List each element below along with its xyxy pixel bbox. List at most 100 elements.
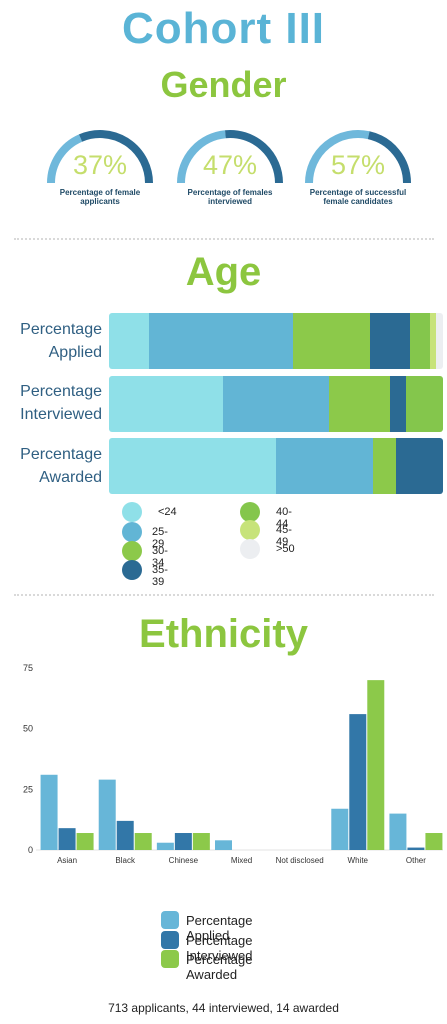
age-segment-3 bbox=[329, 376, 390, 432]
age-segment-5 bbox=[406, 376, 443, 432]
age-row-label-awarded: Percentage Awarded bbox=[6, 443, 102, 489]
ethnicity-section-title: Ethnicity bbox=[139, 612, 308, 656]
age-bar-applied bbox=[109, 313, 443, 369]
bar-other-percentage-interviewed bbox=[407, 847, 425, 850]
gauge-females-interviewed: 47% Percentage of females interviewed bbox=[175, 128, 285, 248]
age-segment-4 bbox=[369, 313, 410, 369]
gauge-caption: Percentage of successful female candidat… bbox=[309, 188, 407, 206]
row-label-line: Percentage bbox=[20, 321, 102, 338]
x-tick-label: Not disclosed bbox=[276, 856, 324, 865]
gauge-female-applicants: 37% Percentage of female applicants bbox=[45, 128, 155, 248]
section-divider bbox=[14, 238, 434, 240]
gauge-value: 47% bbox=[202, 150, 258, 180]
legend-label: 30-34 bbox=[152, 545, 168, 569]
row-label-line: Applied bbox=[48, 344, 102, 361]
gauge-arc-remaining bbox=[225, 130, 283, 184]
bar-chinese-percentage-awarded bbox=[192, 833, 210, 850]
gender-section-title: Gender bbox=[160, 64, 287, 105]
bar-other-percentage-awarded bbox=[425, 833, 443, 850]
gauge-arc-filled bbox=[47, 134, 83, 184]
legend-dot-30-34 bbox=[122, 541, 142, 561]
gauge-ring bbox=[177, 130, 283, 184]
gauge-arc-filled bbox=[305, 130, 370, 184]
age-segment-4 bbox=[389, 376, 407, 432]
bar-asian-percentage-applied bbox=[40, 774, 58, 850]
legend-label: <24 bbox=[158, 506, 177, 518]
age-segment-2 bbox=[149, 313, 293, 369]
legend-dot-45-49 bbox=[240, 520, 260, 540]
bar-black-percentage-interviewed bbox=[116, 820, 134, 850]
ethnicity-bar-chart: 0 25 50 75 Asian Black Chinese Mixed Not disclos… bbox=[23, 663, 443, 865]
gauge-successful-female: 57% Percentage of successful female cand… bbox=[303, 128, 413, 248]
y-tick-label: 25 bbox=[23, 784, 33, 794]
age-segment-3 bbox=[372, 438, 397, 494]
row-label-line: Percentage bbox=[20, 383, 102, 400]
bar-asian-percentage-interviewed bbox=[58, 828, 76, 850]
x-tick-label: Black bbox=[115, 856, 136, 865]
legend-swatch-applied bbox=[161, 911, 179, 929]
legend-swatch-awarded bbox=[161, 950, 179, 968]
gauge-arc-remaining bbox=[367, 131, 411, 184]
legend-label: 45-49 bbox=[276, 524, 292, 548]
legend-dot-40-44 bbox=[240, 502, 260, 522]
age-segment-6 bbox=[429, 313, 437, 369]
age-segment-2 bbox=[276, 438, 373, 494]
legend-label: 35-39 bbox=[152, 564, 168, 588]
row-label-line: Awarded bbox=[39, 469, 102, 486]
section-divider bbox=[14, 594, 434, 596]
age-segment-1 bbox=[109, 438, 276, 494]
age-row-label-interviewed: Percentage Interviewed bbox=[6, 380, 102, 426]
legend-label: Percentage Awarded bbox=[186, 952, 253, 982]
legend-dot-over-50 bbox=[240, 539, 260, 559]
age-bar-awarded bbox=[109, 438, 443, 494]
x-tick-label: Other bbox=[406, 856, 426, 865]
bar-other-percentage-applied bbox=[389, 813, 407, 850]
age-segment-2 bbox=[222, 376, 330, 432]
age-segment-4 bbox=[396, 438, 443, 494]
legend-dot-under-24 bbox=[122, 502, 142, 522]
row-label-line: Interviewed bbox=[20, 406, 102, 423]
bar-black-percentage-applied bbox=[98, 779, 116, 850]
age-segment-1 bbox=[109, 376, 223, 432]
legend-dot-35-39 bbox=[122, 560, 142, 580]
bar-mixed-percentage-applied bbox=[215, 840, 232, 850]
bar-white-percentage-interviewed bbox=[349, 714, 367, 850]
bar-black-percentage-awarded bbox=[134, 833, 152, 850]
gauge-arc-filled bbox=[177, 130, 226, 184]
gauge-ring bbox=[47, 130, 153, 184]
age-segment-5 bbox=[409, 313, 430, 369]
bar-asian-percentage-awarded bbox=[76, 833, 94, 850]
legend-label: 40-44 bbox=[276, 506, 292, 530]
age-segment-3 bbox=[292, 313, 370, 369]
x-tick-label: White bbox=[348, 856, 369, 865]
age-segment-7 bbox=[436, 313, 443, 369]
age-segment-1 bbox=[109, 313, 150, 369]
gauge-arc-remaining bbox=[78, 130, 153, 184]
legend-label: Percentage Applied bbox=[186, 913, 253, 943]
y-tick-label: 75 bbox=[23, 663, 33, 673]
age-bar-interviewed bbox=[109, 376, 443, 432]
x-tick-label: Chinese bbox=[169, 856, 199, 865]
bar-chinese-percentage-applied bbox=[156, 842, 174, 850]
y-tick-label: 50 bbox=[23, 724, 33, 734]
age-section-title: Age bbox=[185, 250, 262, 294]
gauge-value: 37% bbox=[72, 150, 128, 180]
bar-white-percentage-applied bbox=[331, 808, 349, 850]
legend-dot-25-29 bbox=[122, 522, 142, 542]
x-tick-label: Mixed bbox=[231, 856, 252, 865]
legend-label: >50 bbox=[276, 543, 295, 555]
bar-white-percentage-awarded bbox=[367, 680, 385, 850]
gauge-caption: Percentage of females interviewed bbox=[187, 188, 273, 206]
legend-label: 25-29 bbox=[152, 526, 168, 550]
y-tick-label: 0 bbox=[28, 845, 33, 855]
x-tick-label: Asian bbox=[57, 856, 77, 865]
legend-label: Percentage Interviewed bbox=[186, 933, 253, 963]
gauge-value: 57% bbox=[330, 150, 386, 180]
age-row-label-applied: Percentage Applied bbox=[6, 318, 102, 364]
legend-swatch-interviewed bbox=[161, 931, 179, 949]
summary-footer: 713 applicants, 44 interviewed, 14 award… bbox=[108, 1001, 339, 1015]
page-title: Cohort III bbox=[121, 4, 326, 53]
gauge-ring bbox=[305, 130, 411, 184]
gauge-caption: Percentage of female applicants bbox=[59, 188, 141, 206]
bar-chinese-percentage-interviewed bbox=[174, 833, 192, 850]
